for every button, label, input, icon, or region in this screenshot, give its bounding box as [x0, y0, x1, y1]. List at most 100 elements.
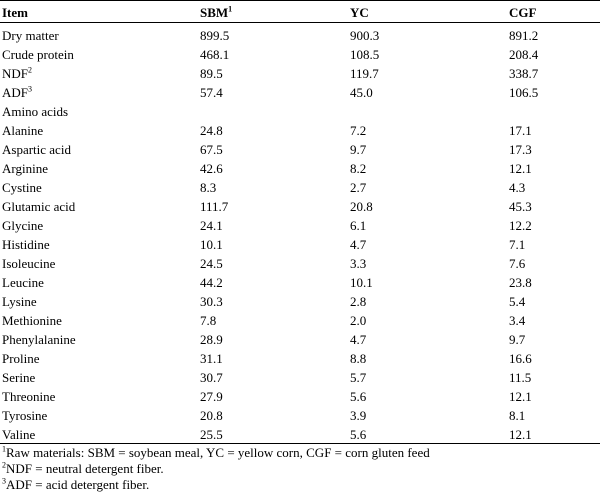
row-sbm-value: 67.5	[200, 142, 223, 157]
table-row: Lysine 30.3 2.8 5.4	[0, 292, 600, 311]
row-sbm-value: 111.7	[200, 199, 229, 214]
row-item-name: Crude protein	[2, 45, 74, 64]
row-item-name: Amino acids	[2, 102, 68, 121]
row-item-label: Serine	[2, 370, 36, 385]
header-cgf: CGF	[509, 5, 537, 20]
row-cgf-value: 17.1	[509, 123, 532, 138]
row-cgf-value: 208.4	[509, 47, 539, 62]
header-sbm-footnote-mark: 1	[228, 4, 233, 14]
row-cgf-value: 12.1	[509, 389, 532, 404]
row-yc-value: 20.8	[350, 199, 373, 214]
footnote: 1Raw materials: SBM = soybean meal, YC =…	[2, 445, 430, 461]
row-sbm-value: 10.1	[200, 237, 223, 252]
row-cgf-value: 5.4	[509, 294, 526, 309]
table-row: Amino acids	[0, 102, 600, 121]
row-item-label: Valine	[2, 427, 36, 442]
row-item-name: Proline	[2, 349, 40, 368]
row-cgf-value: 338.7	[509, 66, 539, 81]
table-row: Histidine 10.1 4.7 7.1	[0, 235, 600, 254]
table-row: Leucine 44.2 10.1 23.8	[0, 273, 600, 292]
row-yc-value: 45.0	[350, 85, 373, 100]
table-row: Threonine 27.9 5.6 12.1	[0, 387, 600, 406]
row-item-name: Serine	[2, 368, 35, 387]
row-cgf-value: 17.3	[509, 142, 532, 157]
table-row: Dry matter 899.5 900.3 891.2	[0, 26, 600, 45]
header-sbm-label: SBM	[200, 5, 229, 20]
row-item-label: Aspartic acid	[2, 142, 71, 157]
row-item-label: Lysine	[2, 294, 37, 309]
row-item-name: Glutamic acid	[2, 197, 75, 216]
header-sbm: SBM1	[200, 4, 232, 21]
table-body: Dry matter 899.5 900.3 891.2 Crude protein 46…	[0, 26, 600, 444]
table-row: Proline 31.1 8.8 16.6	[0, 349, 600, 368]
table-top-rule	[0, 0, 600, 1]
row-yc-value: 900.3	[350, 28, 380, 43]
table-row: Tyrosine 20.8 3.9 8.1	[0, 406, 600, 425]
row-yc-value: 4.7	[350, 332, 367, 347]
footnote-text: NDF = neutral detergent fiber.	[6, 461, 164, 476]
row-item-label: Alanine	[2, 123, 44, 138]
footnote-text: Raw materials: SBM = soybean meal, YC = …	[6, 445, 430, 460]
row-yc-value: 108.5	[350, 47, 380, 62]
header-item: Item	[2, 5, 28, 20]
row-item-label: ADF	[2, 85, 29, 100]
row-item-name: NDF2	[2, 64, 32, 83]
row-item-name: Glycine	[2, 216, 43, 235]
row-yc-value: 3.3	[350, 256, 367, 271]
row-item-label: Glutamic acid	[2, 199, 76, 214]
row-cgf-value: 23.8	[509, 275, 532, 290]
row-cgf-value: 7.1	[509, 237, 526, 252]
row-item-name: Threonine	[2, 387, 55, 406]
row-item-label: Cystine	[2, 180, 42, 195]
row-cgf-value: 7.6	[509, 256, 526, 271]
row-sbm-value: 899.5	[200, 28, 230, 43]
header-yc: YC	[350, 5, 369, 20]
row-footnote-mark: 2	[28, 65, 33, 75]
row-cgf-value: 9.7	[509, 332, 526, 347]
row-item-name: Lysine	[2, 292, 37, 311]
row-cgf-value: 4.3	[509, 180, 526, 195]
row-sbm-value: 8.3	[200, 180, 217, 195]
row-sbm-value: 27.9	[200, 389, 223, 404]
row-cgf-value: 12.2	[509, 218, 532, 233]
row-item-label: Amino acids	[2, 104, 69, 119]
row-yc-value: 5.6	[350, 389, 367, 404]
row-item-name: Histidine	[2, 235, 50, 254]
row-sbm-value: 24.5	[200, 256, 223, 271]
footnote-text: ADF = acid detergent fiber.	[6, 477, 150, 492]
row-yc-value: 2.7	[350, 180, 367, 195]
row-yc-value: 4.7	[350, 237, 367, 252]
row-sbm-value: 57.4	[200, 85, 223, 100]
table-row: Phenylalanine 28.9 4.7 9.7	[0, 330, 600, 349]
footnote-mark: 1	[2, 444, 6, 454]
row-item-label: Glycine	[2, 218, 44, 233]
table-bottom-rule	[0, 443, 600, 444]
table-row: Isoleucine 24.5 3.3 7.6	[0, 254, 600, 273]
row-sbm-value: 24.1	[200, 218, 223, 233]
footnote-mark: 3	[2, 476, 6, 486]
row-item-label: Leucine	[2, 275, 44, 290]
row-yc-value: 5.7	[350, 370, 367, 385]
row-sbm-value: 44.2	[200, 275, 223, 290]
row-cgf-value: 12.1	[509, 161, 532, 176]
row-cgf-value: 12.1	[509, 427, 532, 442]
table-row: Glutamic acid 111.7 20.8 45.3	[0, 197, 600, 216]
row-sbm-value: 30.3	[200, 294, 223, 309]
row-item-label: Threonine	[2, 389, 56, 404]
row-item-name: Cystine	[2, 178, 42, 197]
row-item-name: Arginine	[2, 159, 48, 178]
footnote: 2NDF = neutral detergent fiber.	[2, 461, 164, 477]
row-item-label: Isoleucine	[2, 256, 56, 271]
row-item-label: Phenylalanine	[2, 332, 76, 347]
row-item-name: Valine	[2, 425, 35, 444]
footnote-mark: 2	[2, 460, 6, 470]
header-rule	[0, 22, 600, 23]
table-row: NDF2 89.5 119.7 338.7	[0, 64, 600, 83]
table-row: Aspartic acid 67.5 9.7 17.3	[0, 140, 600, 159]
row-cgf-value: 106.5	[509, 85, 539, 100]
row-item-name: Alanine	[2, 121, 43, 140]
row-sbm-value: 28.9	[200, 332, 223, 347]
row-yc-value: 6.1	[350, 218, 367, 233]
row-sbm-value: 31.1	[200, 351, 223, 366]
